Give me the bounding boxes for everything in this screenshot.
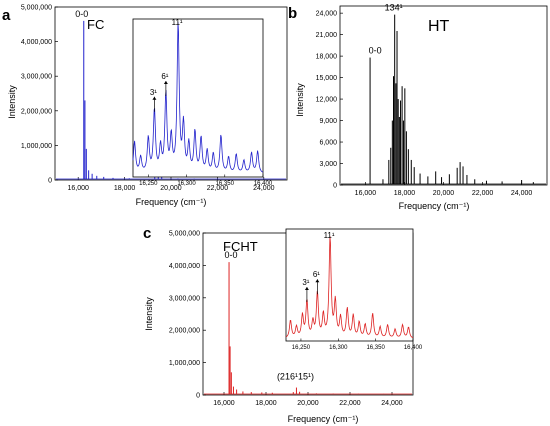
panel-b: b HT 0 3,000 6,000 9,000 12,000 15,000 18,000 2… bbox=[288, 3, 548, 211]
panel-a-xlabel: Frequency (cm⁻¹) bbox=[136, 197, 207, 207]
y-tick-label: 6,000 bbox=[319, 140, 337, 147]
y-tick-label: 24,000 bbox=[316, 11, 338, 18]
panel-c-plot: 0 1,000,000 2,000,000 3,000,000 4,000,000 5,0… bbox=[169, 228, 423, 407]
peak-label: (216¹15¹) bbox=[277, 372, 314, 382]
y-tick-label: 0 bbox=[333, 183, 337, 190]
y-tick-label: 0 bbox=[48, 178, 52, 185]
x-tick-label: 24,000 bbox=[381, 400, 403, 407]
y-tick-label: 4,000,000 bbox=[169, 263, 200, 270]
panel-a: a FC 0 1,000,000 2,000,000 3,000,000 4,000,0… bbox=[2, 5, 288, 207]
y-tick-label: 2,000,000 bbox=[21, 108, 52, 115]
x-tick-label: 16,000 bbox=[213, 400, 235, 407]
inset-peak-label: 3¹ bbox=[302, 278, 309, 287]
inset-peak-label: 6¹ bbox=[161, 72, 168, 81]
peak-label: 134¹ bbox=[385, 3, 403, 13]
y-tick-label: 1,000,000 bbox=[169, 360, 200, 367]
panel-c-xlabel: Frequency (cm⁻¹) bbox=[288, 414, 359, 424]
inset-peak-label: 6¹ bbox=[313, 270, 320, 279]
inset-x-tick-label: 16,300 bbox=[177, 181, 196, 187]
y-tick-label: 3,000,000 bbox=[21, 74, 52, 81]
inset-peak-label: 11¹ bbox=[172, 18, 183, 27]
y-tick-label: 2,000,000 bbox=[169, 328, 200, 335]
inset-peak-arrowhead bbox=[315, 279, 320, 283]
panel-a-plot: 0 1,000,000 2,000,000 3,000,000 4,000,000 5,0… bbox=[21, 5, 288, 192]
x-tick-label: 16,000 bbox=[355, 190, 377, 197]
x-tick-label: 16,000 bbox=[67, 185, 89, 192]
panel-c: c FCHT 0 1,000,000 2,000,000 3,000,000 4,000… bbox=[143, 225, 423, 424]
panel-c-tag: FCHT bbox=[223, 239, 258, 254]
x-tick-label: 24,000 bbox=[253, 185, 275, 192]
x-tick-label: 18,000 bbox=[255, 400, 277, 407]
x-tick-label: 22,000 bbox=[472, 190, 494, 197]
y-tick-label: 21,000 bbox=[316, 32, 338, 39]
inset-frame bbox=[285, 228, 414, 342]
inset-x-tick-label: 16,400 bbox=[404, 345, 423, 351]
panel-b-letter: b bbox=[288, 5, 297, 22]
y-tick-label: 3,000 bbox=[319, 161, 337, 168]
inset-x-tick-label: 16,350 bbox=[216, 181, 235, 187]
y-tick-label: 0 bbox=[196, 393, 200, 400]
inset-peak-label: 11¹ bbox=[324, 231, 335, 240]
y-tick-label: 1,000,000 bbox=[21, 143, 52, 150]
x-tick-label: 22,000 bbox=[207, 185, 229, 192]
x-tick-label: 24,000 bbox=[511, 190, 533, 197]
y-tick-label: 12,000 bbox=[316, 97, 338, 104]
y-tick-label: 3,000,000 bbox=[169, 295, 200, 302]
y-tick-label: 4,000,000 bbox=[21, 39, 52, 46]
y-tick-label: 18,000 bbox=[316, 54, 338, 61]
inset-peak-arrowhead bbox=[163, 81, 168, 84]
y-tick-label: 9,000 bbox=[319, 118, 337, 125]
inset-x-tick-label: 16,400 bbox=[254, 181, 273, 187]
y-tick-label: 5,000,000 bbox=[21, 5, 52, 12]
peak-label: 0-0 bbox=[369, 46, 382, 56]
panel-c-ylabel: Intensity bbox=[144, 297, 154, 331]
inset-x-tick-label: 16,300 bbox=[329, 345, 348, 351]
panel-a-ylabel: Intensity bbox=[7, 85, 17, 119]
panel-b-xlabel: Frequency (cm⁻¹) bbox=[399, 201, 470, 211]
inset-x-tick-label: 16,350 bbox=[366, 345, 385, 351]
panel-a-tag: FC bbox=[87, 17, 104, 32]
panel-a-letter: a bbox=[2, 7, 11, 24]
y-tick-label: 5,000,000 bbox=[169, 231, 200, 238]
x-tick-label: 22,000 bbox=[339, 400, 361, 407]
peak-label: 0-0 bbox=[225, 250, 238, 260]
inset-peak-label: 3¹ bbox=[150, 88, 157, 97]
x-tick-label: 20,000 bbox=[297, 400, 319, 407]
y-tick-label: 15,000 bbox=[316, 75, 338, 82]
inset-x-tick-label: 16,250 bbox=[139, 181, 158, 187]
peak-label: 0-0 bbox=[75, 9, 88, 19]
inset-peak-arrowhead bbox=[152, 96, 157, 100]
panel-c-letter: c bbox=[143, 225, 151, 242]
panel-b-ylabel: Intensity bbox=[295, 83, 305, 117]
x-tick-label: 18,000 bbox=[394, 190, 416, 197]
inset-peak-arrowhead bbox=[304, 287, 309, 291]
x-tick-label: 20,000 bbox=[160, 185, 182, 192]
panel-b-tag: HT bbox=[428, 18, 450, 35]
inset-x-tick-label: 16,250 bbox=[292, 345, 311, 351]
x-tick-label: 20,000 bbox=[433, 190, 455, 197]
panel-b-plot: 0 3,000 6,000 9,000 12,000 15,000 18,000 21,000… bbox=[316, 3, 548, 197]
x-tick-label: 18,000 bbox=[114, 185, 136, 192]
